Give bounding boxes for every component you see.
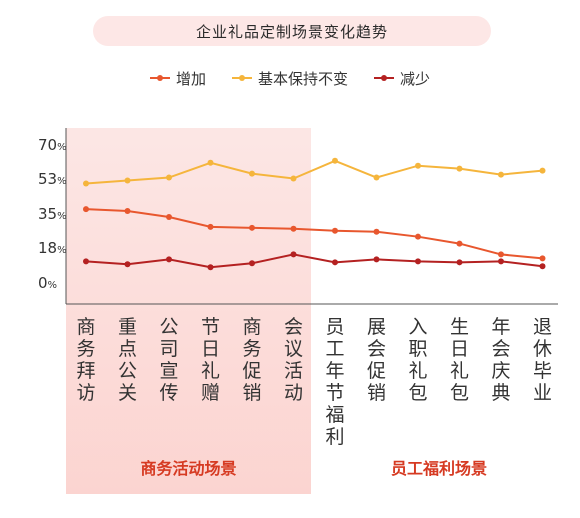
series-1-point-0 — [83, 180, 89, 187]
category-label: 会议活动 — [283, 316, 303, 404]
series-1-point-9 — [456, 165, 463, 172]
category-label: 公司宣传 — [159, 316, 179, 404]
series-2-point-11 — [539, 263, 546, 270]
series-0-point-6 — [332, 227, 338, 234]
category-label: 展会促销 — [366, 316, 386, 404]
chart-title: 企业礼品定制场景变化趋势 — [195, 22, 388, 41]
series-0-point-1 — [124, 208, 131, 215]
y-tick-number: 18 — [38, 238, 58, 257]
y-tick-unit: % — [47, 280, 58, 291]
series-2-point-9 — [456, 259, 463, 266]
category-label: 退休毕业 — [532, 316, 552, 404]
y-tick-unit: % — [57, 175, 67, 187]
group-label-employee: 员工福利场景 — [390, 459, 487, 478]
series-1-point-8 — [415, 162, 421, 169]
series-line-1 — [85, 159, 543, 185]
category-label: 节日礼赠 — [200, 316, 220, 404]
y-tick-label: 53% — [38, 170, 67, 188]
legend-label-increase: 增加 — [175, 69, 206, 88]
y-tick-number: 53 — [38, 169, 58, 188]
series-1-point-2 — [166, 174, 172, 181]
series-1-point-5 — [290, 175, 297, 182]
series-1-point-10 — [498, 171, 504, 178]
series-2-point-3 — [207, 264, 214, 271]
y-tick-label: 0% — [38, 274, 57, 292]
y-tick-unit: % — [57, 211, 67, 222]
series-0-point-2 — [166, 213, 172, 220]
series-2-point-6 — [332, 259, 338, 266]
y-tick-number: 35 — [38, 205, 58, 223]
series-0-point-4 — [249, 224, 255, 231]
chart-title-banner: 企业礼品定制场景变化趋势 — [93, 16, 491, 46]
category-label: 入职礼包 — [408, 316, 428, 404]
y-tick-number: 0 — [38, 274, 48, 292]
legend-marker-unchanged — [231, 72, 252, 84]
legend-item-increase: 增加 — [149, 68, 206, 89]
series-line-0 — [85, 208, 543, 260]
series-2-point-5 — [290, 251, 297, 258]
series-1-point-11 — [539, 167, 546, 174]
series-1-point-6 — [332, 157, 338, 164]
category-label: 生日礼包 — [449, 316, 469, 404]
series-0-point-0 — [83, 206, 89, 213]
series-2-point-10 — [498, 258, 504, 265]
series-1-point-3 — [207, 159, 214, 166]
series-0-point-7 — [373, 228, 380, 235]
series-0-point-9 — [456, 240, 463, 247]
legend: 增加 基本保持不变 减少 — [0, 66, 580, 90]
legend-marker-decrease — [374, 72, 394, 84]
series-1-point-1 — [124, 177, 131, 184]
series-0-point-11 — [539, 255, 546, 262]
group-label-business: 商务活动场景 — [140, 459, 237, 478]
series-2-point-1 — [124, 261, 131, 268]
legend-item-unchanged: 基本保持不变 — [231, 68, 348, 89]
y-tick-unit: % — [57, 244, 67, 256]
series-line-2 — [85, 253, 543, 269]
business-scenario-band — [66, 128, 311, 494]
category-label: 商务促销 — [242, 316, 262, 404]
series-2-point-7 — [373, 256, 380, 263]
series-2-point-2 — [166, 256, 172, 263]
series-1-point-7 — [373, 174, 380, 181]
series-0-point-5 — [290, 225, 297, 232]
legend-marker-increase — [149, 72, 170, 84]
y-tick-label: 70% — [38, 136, 67, 154]
category-label: 商务拜访 — [76, 316, 96, 404]
series-0-point-8 — [415, 233, 421, 240]
y-tick-number: 70 — [38, 136, 58, 154]
y-tick-unit: % — [57, 142, 67, 153]
series-1-point-4 — [249, 170, 255, 177]
category-label: 员工年节福利 — [325, 316, 345, 448]
y-tick-label: 35% — [38, 205, 67, 223]
series-2-point-0 — [83, 258, 89, 265]
legend-label-unchanged: 基本保持不变 — [257, 69, 348, 88]
series-0-point-3 — [207, 223, 214, 230]
category-label: 年会庆典 — [491, 316, 511, 404]
series-2-point-8 — [415, 258, 421, 265]
legend-label-decrease: 减少 — [400, 69, 431, 88]
series-2-point-4 — [249, 260, 255, 267]
category-label: 重点公关 — [117, 316, 137, 404]
legend-item-decrease: 减少 — [374, 68, 430, 89]
series-0-point-10 — [498, 251, 504, 258]
y-tick-label: 18% — [38, 239, 67, 257]
